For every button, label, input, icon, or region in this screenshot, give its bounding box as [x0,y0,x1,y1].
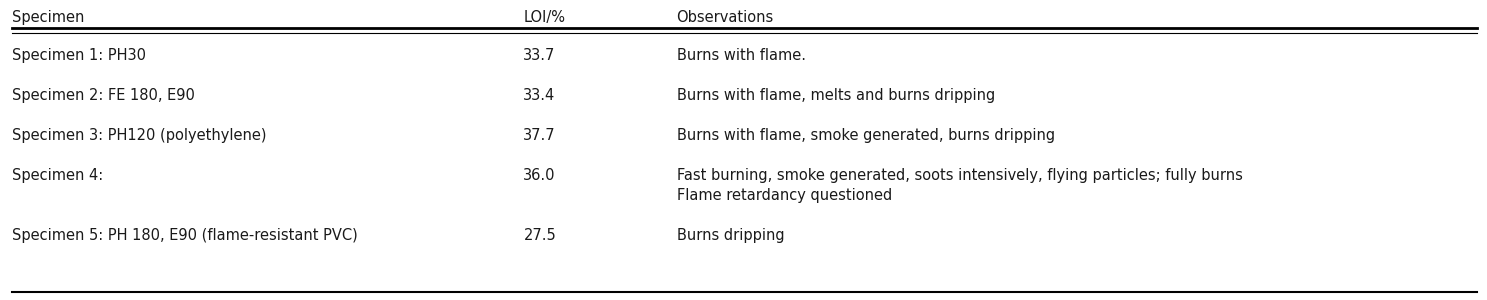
Text: Burns dripping: Burns dripping [677,228,784,243]
Text: Fast burning, smoke generated, soots intensively, flying particles; fully burns: Fast burning, smoke generated, soots int… [677,168,1243,183]
Text: Specimen 2: FE 180, E90: Specimen 2: FE 180, E90 [12,88,195,103]
Text: 36.0: 36.0 [523,168,556,183]
Text: Specimen 3: PH120 (polyethylene): Specimen 3: PH120 (polyethylene) [12,128,266,143]
Text: Specimen 4:: Specimen 4: [12,168,103,183]
Text: 33.7: 33.7 [523,48,556,63]
Text: Burns with flame.: Burns with flame. [677,48,806,63]
Text: Specimen 1: PH30: Specimen 1: PH30 [12,48,146,63]
Text: 33.4: 33.4 [523,88,556,103]
Text: Observations: Observations [677,10,773,25]
Text: Burns with flame, melts and burns dripping: Burns with flame, melts and burns drippi… [677,88,995,103]
Text: Flame retardancy questioned: Flame retardancy questioned [677,188,892,203]
Text: 27.5: 27.5 [523,228,556,243]
Text: LOI/%: LOI/% [523,10,565,25]
Text: Burns with flame, smoke generated, burns dripping: Burns with flame, smoke generated, burns… [677,128,1054,143]
Text: 37.7: 37.7 [523,128,556,143]
Text: Specimen: Specimen [12,10,85,25]
Text: Specimen 5: PH 180, E90 (flame-resistant PVC): Specimen 5: PH 180, E90 (flame-resistant… [12,228,358,243]
